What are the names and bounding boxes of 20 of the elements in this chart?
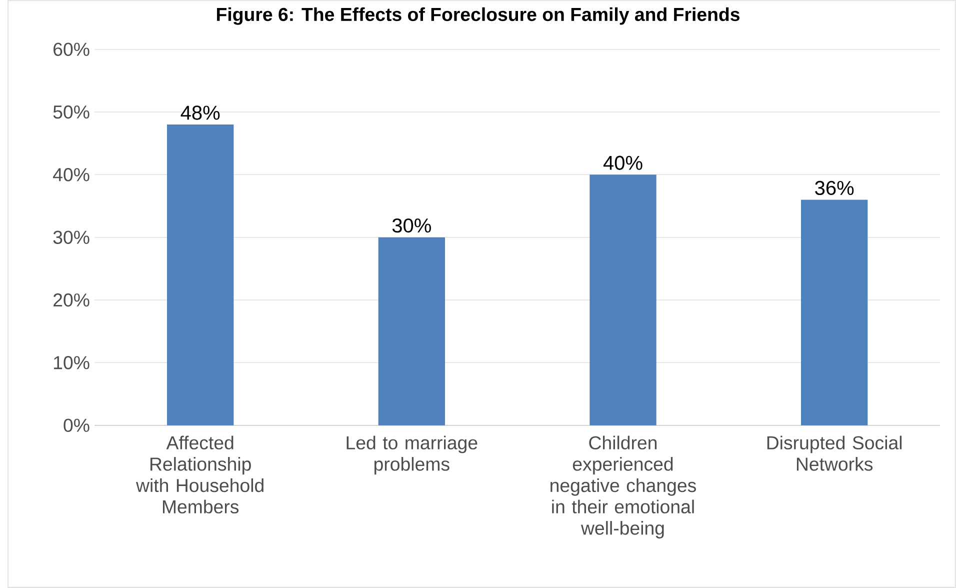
y-tick-label: 30% — [53, 230, 90, 244]
x-tick-label: Affected Relationship with Household Members — [136, 436, 264, 514]
data-label: 40% — [603, 156, 642, 170]
data-label: 48% — [180, 106, 220, 120]
chart-title: Figure 6: The Effects of Foreclosure on Family and Friends — [217, 7, 740, 25]
x-tick-label: Disrupted Social Networks — [767, 436, 902, 471]
bar — [167, 124, 234, 426]
x-tick-label: Children experienced negative changes in their emotional well-being — [550, 436, 696, 538]
y-tick-label: 20% — [54, 293, 90, 307]
y-tick-label: 60% — [54, 42, 90, 56]
y-tick-label: 50% — [53, 105, 90, 119]
data-label: 36% — [815, 180, 854, 196]
y-tick-label: 10% — [54, 356, 90, 370]
bar — [378, 237, 446, 426]
data-label: 30% — [392, 218, 431, 233]
x-tick-label: Led to marriage problems — [346, 436, 478, 474]
bar — [590, 174, 656, 426]
y-tick-label: 0% — [64, 418, 90, 432]
y-tick-label: 40% — [53, 168, 90, 182]
bar — [800, 200, 868, 426]
